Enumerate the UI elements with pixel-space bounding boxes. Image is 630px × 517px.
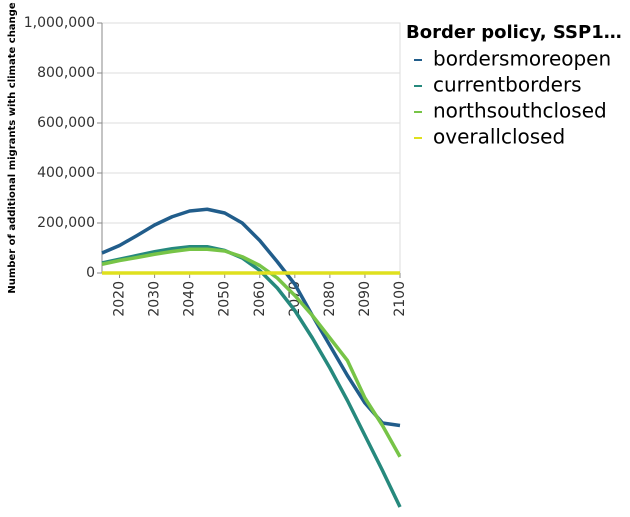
x-tick-label: 2040 bbox=[182, 281, 198, 317]
y-axis-title: Number of additional migrants with clima… bbox=[7, 2, 18, 293]
series-line bbox=[101, 247, 402, 458]
x-tick-label: 2020 bbox=[112, 281, 128, 317]
x-tick-label: 2100 bbox=[392, 281, 408, 317]
y-tick-label: 200,000 bbox=[37, 215, 95, 231]
legend-label: currentborders bbox=[433, 73, 582, 97]
legend-label: bordersmoreopen bbox=[433, 47, 611, 71]
y-tick-label: 400,000 bbox=[37, 165, 95, 181]
x-tick-label: 2060 bbox=[252, 281, 268, 317]
y-tick-label: 1,000,000 bbox=[24, 15, 95, 31]
x-tick-label: 2050 bbox=[217, 281, 233, 317]
legend-label: overallclosed bbox=[433, 125, 565, 149]
legend-title: Border policy, SSP1… bbox=[406, 22, 622, 43]
x-tick-label: 2080 bbox=[322, 281, 338, 317]
y-tick-label: 800,000 bbox=[37, 65, 95, 81]
plot-frame bbox=[101, 22, 401, 274]
x-tick-label: 2090 bbox=[357, 281, 373, 317]
series-line bbox=[101, 207, 401, 428]
y-tick-label: 0 bbox=[86, 265, 95, 281]
series-line bbox=[101, 245, 402, 508]
x-tick-label: 2030 bbox=[147, 281, 163, 317]
legend-label: northsouthclosed bbox=[433, 99, 607, 123]
y-tick-label: 600,000 bbox=[37, 115, 95, 131]
